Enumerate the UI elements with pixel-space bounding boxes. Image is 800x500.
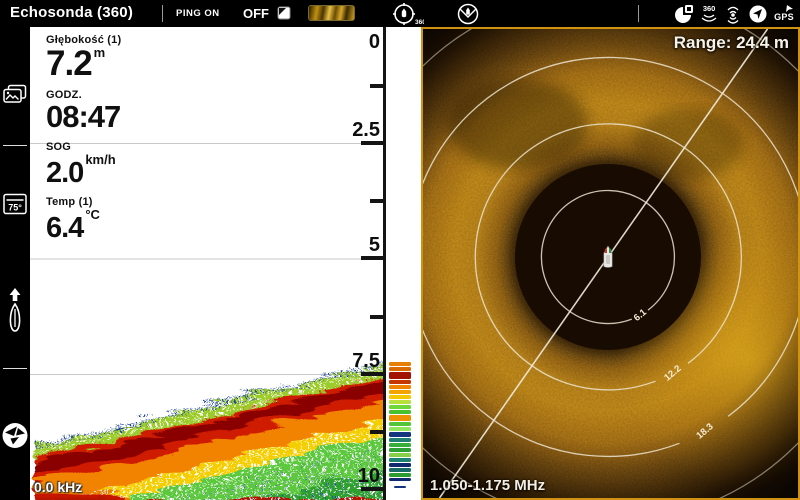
- readout-depth: Głębokość (1) 7.2 m: [46, 34, 122, 83]
- ascope-band: [389, 410, 411, 414]
- sonar-status-icon: [727, 6, 739, 24]
- frequency-360-label: 1.050-1.175 MHz: [430, 477, 546, 494]
- ascope-band: [389, 385, 411, 389]
- screenshot-icon[interactable]: [3, 84, 28, 105]
- palette-swatch-button[interactable]: [308, 5, 355, 21]
- transducer-boat-icon[interactable]: [455, 2, 481, 26]
- ascope-band: [389, 415, 411, 421]
- depth-minor-tick: [370, 314, 383, 319]
- ascope-band: [389, 453, 411, 457]
- top-menu-bar: Echosonda (360) PING ON OFF 360: [0, 0, 800, 27]
- readout-sog: SOG 2.0 km/h: [46, 140, 116, 189]
- sonar-360-view: 6.1 12.2 18.3: [423, 29, 798, 498]
- off-toggle-label[interactable]: OFF: [243, 6, 269, 21]
- ping-toggle[interactable]: PING ON: [176, 8, 220, 19]
- depth-scale-label: 10: [357, 465, 380, 487]
- sonar-2d-panel[interactable]: Głębokość (1) 7.2 m GODZ. 08:47 SOG 2.0 km…: [30, 27, 421, 500]
- ascope-band: [389, 395, 411, 399]
- divider: [3, 145, 27, 146]
- depth-scale-line: [383, 27, 386, 500]
- depth-major-tick: [361, 256, 383, 260]
- ascope-band: [389, 443, 411, 447]
- ascope-band: [389, 463, 411, 467]
- ascope-band: [394, 486, 406, 488]
- ascope-band: [389, 362, 411, 366]
- readout-temp: Temp (1) 6.4 °C: [46, 196, 100, 245]
- svg-text:75°: 75°: [8, 203, 22, 213]
- view-title: Echosonda (360): [10, 4, 134, 21]
- depth-major-tick: [361, 487, 383, 491]
- depth-minor-tick: [370, 199, 383, 204]
- depth-major-tick: [361, 371, 383, 376]
- ascope-band: [389, 473, 411, 477]
- ascope-band: [389, 468, 411, 472]
- sonar-360-panel[interactable]: 6.1 12.2 18.3 Range: 24.4 m 1.050-1.175 …: [421, 27, 800, 500]
- sonar-360-mode-icon[interactable]: 360: [392, 2, 424, 26]
- ascope-band: [389, 427, 411, 431]
- sonar360-status-icon: 360: [701, 5, 717, 22]
- ascope-band: [389, 367, 411, 371]
- ascope-band: [389, 380, 411, 384]
- depth-scale-label: 2.5: [352, 118, 380, 141]
- divider: [638, 5, 639, 22]
- contrast-icon[interactable]: [277, 6, 291, 20]
- ascope-band: [389, 405, 411, 409]
- sonar-frequency-label: 0.0 kHz: [34, 479, 83, 495]
- svg-text:360: 360: [415, 19, 424, 26]
- depth-scale-label: 5: [368, 234, 380, 256]
- left-toolbar: 75°: [0, 27, 30, 500]
- ascope-band: [389, 458, 411, 462]
- ascope-band: [389, 372, 411, 379]
- depth-minor-tick: [370, 430, 383, 435]
- divider: [3, 368, 27, 369]
- ascope-bar: [389, 362, 411, 489]
- gps-status-icon: GPS: [774, 5, 794, 22]
- ascope-band: [389, 422, 411, 426]
- range-label: Range: 24.4 m: [673, 33, 789, 52]
- ascope-band: [389, 400, 411, 404]
- divider: [162, 5, 163, 22]
- readout-time: GODZ. 08:47: [46, 89, 121, 135]
- ascope-band: [389, 478, 411, 481]
- boat-heading-icon[interactable]: [5, 287, 25, 333]
- depth-scale-label: 0: [368, 31, 380, 53]
- temperature-graph-icon[interactable]: 75°: [3, 193, 28, 215]
- brand-logo-icon[interactable]: [2, 422, 29, 449]
- ascope-band: [389, 448, 411, 452]
- readouts: Głębokość (1) 7.2 m GODZ. 08:47 SOG 2.0 km…: [46, 34, 121, 252]
- ascope-band: [389, 432, 411, 437]
- sonar-trace: [30, 27, 383, 500]
- boat-marker: [603, 245, 613, 268]
- depth-major-tick: [361, 140, 383, 145]
- chart-status-icon: [675, 4, 694, 23]
- status-icons: 360 GPS: [674, 2, 794, 25]
- ascope-band: [389, 438, 411, 442]
- range-rings: [423, 29, 798, 498]
- depth-scale-label: 7.5: [352, 349, 380, 372]
- ascope-band: [389, 390, 411, 394]
- depth-minor-tick: [370, 83, 383, 88]
- navigation-status-icon: [749, 5, 767, 22]
